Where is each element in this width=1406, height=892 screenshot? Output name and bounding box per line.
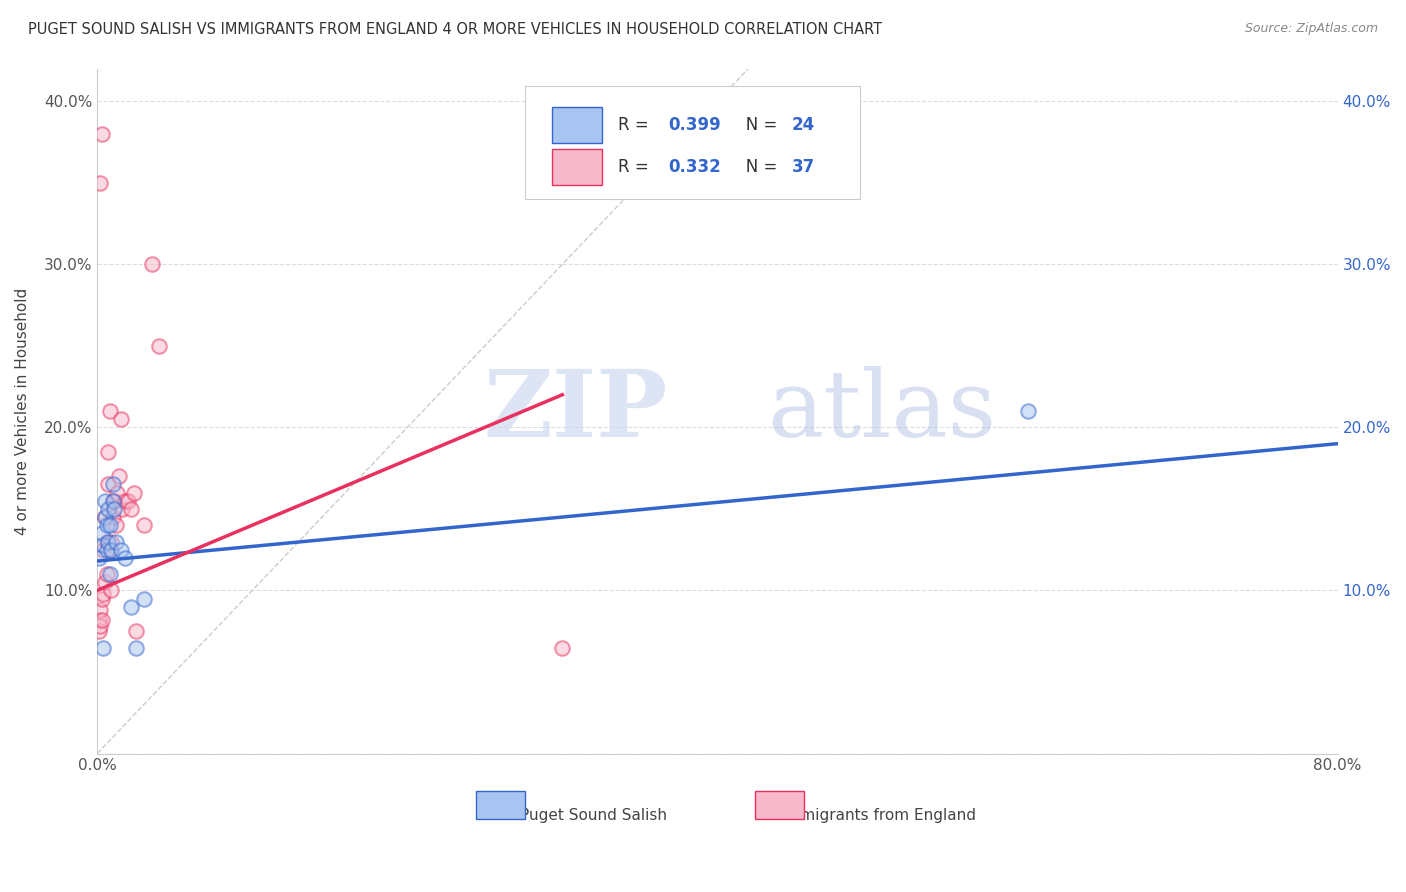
Point bbox=[87, 624, 110, 639]
Point bbox=[117, 493, 139, 508]
Point bbox=[97, 445, 120, 459]
Bar bbox=[553, 149, 602, 185]
Point bbox=[114, 550, 136, 565]
Point bbox=[101, 493, 124, 508]
Point bbox=[93, 587, 115, 601]
Point bbox=[104, 534, 127, 549]
Point bbox=[97, 477, 120, 491]
Point bbox=[97, 534, 120, 549]
Point bbox=[111, 501, 134, 516]
Point bbox=[100, 534, 122, 549]
Y-axis label: 4 or more Vehicles in Household: 4 or more Vehicles in Household bbox=[15, 287, 30, 534]
Point bbox=[110, 412, 132, 426]
Point bbox=[551, 640, 574, 655]
Point bbox=[89, 619, 111, 633]
Point bbox=[96, 518, 118, 533]
Point bbox=[90, 591, 112, 606]
Point bbox=[125, 624, 148, 639]
Bar bbox=[553, 107, 602, 143]
Point bbox=[125, 640, 148, 655]
Point bbox=[120, 599, 142, 614]
Point bbox=[98, 518, 121, 533]
Text: ZIP: ZIP bbox=[484, 366, 668, 456]
Point bbox=[94, 575, 117, 590]
Point bbox=[100, 583, 122, 598]
Point bbox=[100, 542, 122, 557]
Point bbox=[114, 493, 136, 508]
Text: N =: N = bbox=[730, 158, 783, 176]
Point bbox=[148, 339, 170, 353]
Text: R =: R = bbox=[619, 158, 654, 176]
Point bbox=[93, 542, 115, 557]
Text: 0.399: 0.399 bbox=[668, 116, 721, 134]
Text: 0.332: 0.332 bbox=[668, 158, 721, 176]
Text: Source: ZipAtlas.com: Source: ZipAtlas.com bbox=[1244, 22, 1378, 36]
Point bbox=[101, 510, 124, 524]
Point bbox=[87, 613, 110, 627]
Text: atlas: atlas bbox=[768, 366, 997, 456]
Text: Puget Sound Salish: Puget Sound Salish bbox=[520, 808, 666, 823]
Point bbox=[87, 550, 110, 565]
Text: Immigrants from England: Immigrants from England bbox=[782, 808, 976, 823]
Point bbox=[96, 534, 118, 549]
Point bbox=[96, 567, 118, 582]
Point bbox=[98, 404, 121, 418]
Point bbox=[103, 501, 125, 516]
Point bbox=[97, 501, 120, 516]
Point bbox=[110, 542, 132, 557]
Point bbox=[93, 640, 115, 655]
Point bbox=[108, 469, 131, 483]
Bar bbox=[755, 791, 804, 819]
Point bbox=[89, 603, 111, 617]
Point bbox=[141, 257, 163, 271]
Point bbox=[132, 591, 155, 606]
Point bbox=[89, 176, 111, 190]
Bar bbox=[475, 791, 526, 819]
Point bbox=[98, 542, 121, 557]
Point bbox=[120, 501, 142, 516]
Point bbox=[90, 127, 112, 141]
Point bbox=[107, 485, 129, 500]
Text: PUGET SOUND SALISH VS IMMIGRANTS FROM ENGLAND 4 OR MORE VEHICLES IN HOUSEHOLD CO: PUGET SOUND SALISH VS IMMIGRANTS FROM EN… bbox=[28, 22, 882, 37]
Point bbox=[103, 493, 125, 508]
Point bbox=[132, 518, 155, 533]
Point bbox=[94, 493, 117, 508]
Point bbox=[104, 518, 127, 533]
Point bbox=[93, 538, 115, 552]
Point bbox=[124, 485, 146, 500]
Point bbox=[94, 510, 117, 524]
Point bbox=[94, 510, 117, 524]
Point bbox=[101, 477, 124, 491]
Point bbox=[101, 493, 124, 508]
Point bbox=[96, 542, 118, 557]
Point bbox=[90, 613, 112, 627]
Point bbox=[1017, 404, 1039, 418]
Text: N =: N = bbox=[730, 116, 783, 134]
Text: 37: 37 bbox=[792, 158, 815, 176]
Point bbox=[90, 526, 112, 541]
Text: 24: 24 bbox=[792, 116, 815, 134]
FancyBboxPatch shape bbox=[526, 86, 860, 199]
Point bbox=[98, 567, 121, 582]
Text: R =: R = bbox=[619, 116, 654, 134]
